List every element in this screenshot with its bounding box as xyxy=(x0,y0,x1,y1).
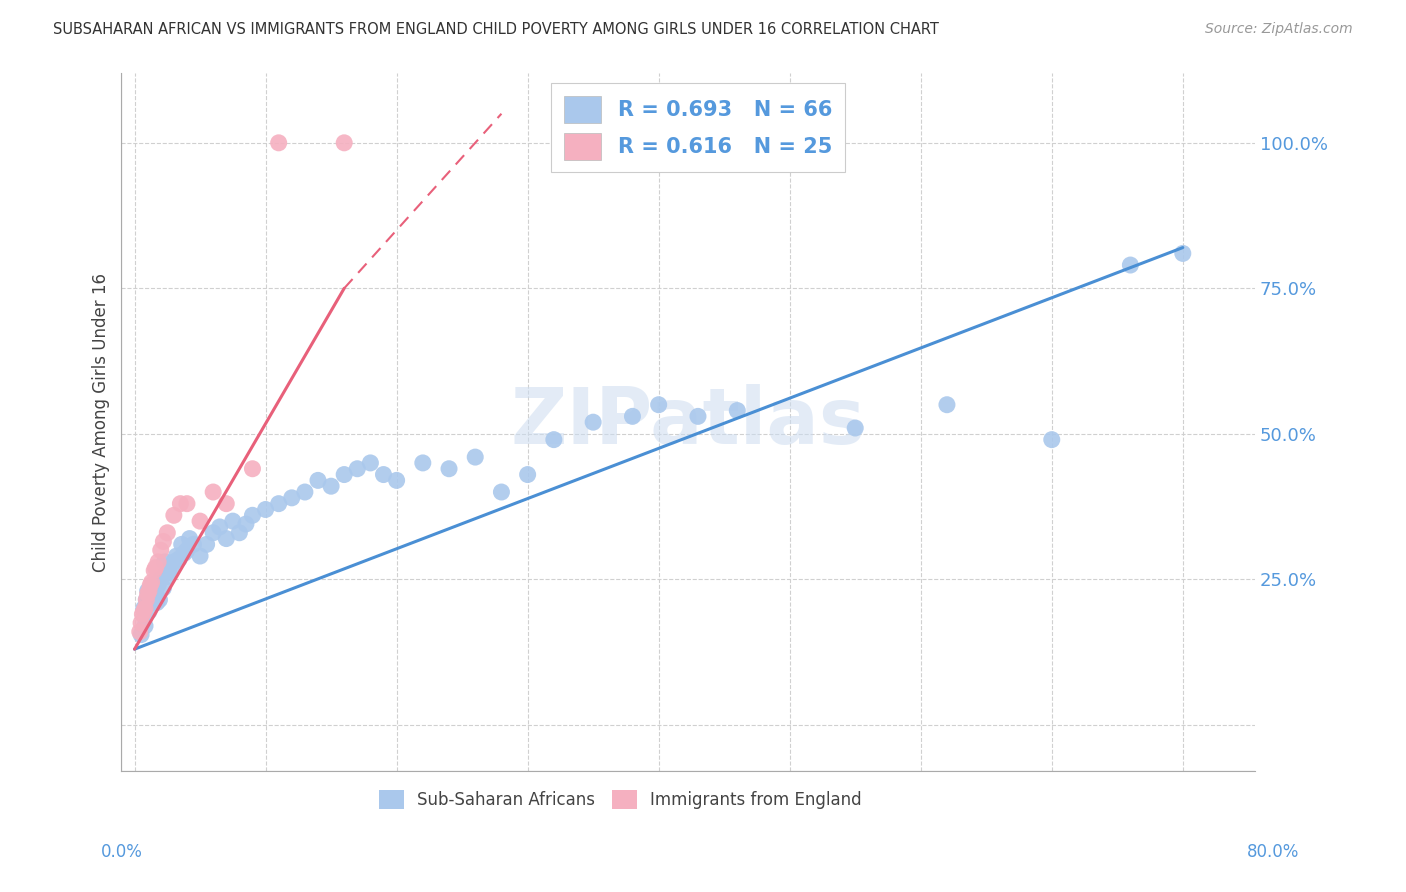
Point xyxy=(156,569,179,583)
Point xyxy=(146,596,169,610)
Point xyxy=(136,587,159,601)
Point xyxy=(359,456,381,470)
Point xyxy=(319,479,342,493)
Point xyxy=(152,581,174,595)
Point xyxy=(208,520,231,534)
Text: SUBSAHARAN AFRICAN VS IMMIGRANTS FROM ENGLAND CHILD POVERTY AMONG GIRLS UNDER 16: SUBSAHARAN AFRICAN VS IMMIGRANTS FROM EN… xyxy=(53,22,939,37)
Point xyxy=(134,601,156,615)
Point xyxy=(844,421,866,435)
Point xyxy=(153,555,176,569)
Point xyxy=(169,497,191,511)
Point xyxy=(134,619,156,633)
Point xyxy=(464,450,486,464)
Point xyxy=(188,549,211,563)
Point xyxy=(160,560,183,574)
Point xyxy=(139,587,162,601)
Point xyxy=(621,409,644,424)
Point xyxy=(142,578,165,592)
Point xyxy=(156,525,179,540)
Point xyxy=(686,409,709,424)
Point xyxy=(135,592,157,607)
Point xyxy=(1119,258,1142,272)
Point xyxy=(173,546,195,560)
Point xyxy=(281,491,304,505)
Point xyxy=(145,584,167,599)
Point xyxy=(128,624,150,639)
Point xyxy=(170,537,193,551)
Point xyxy=(138,604,160,618)
Text: Source: ZipAtlas.com: Source: ZipAtlas.com xyxy=(1205,22,1353,37)
Point xyxy=(242,461,264,475)
Point xyxy=(136,584,159,599)
Point xyxy=(543,433,565,447)
Point xyxy=(412,456,434,470)
Point xyxy=(647,398,669,412)
Point xyxy=(143,564,166,578)
Point xyxy=(254,502,277,516)
Point xyxy=(725,403,748,417)
Point xyxy=(333,136,356,150)
Point xyxy=(167,552,190,566)
Point xyxy=(235,516,257,531)
Point xyxy=(267,136,290,150)
Point xyxy=(163,555,186,569)
Point xyxy=(131,607,153,622)
Point xyxy=(333,467,356,482)
Point xyxy=(146,578,169,592)
Point xyxy=(222,514,245,528)
Point xyxy=(141,596,163,610)
Point xyxy=(141,575,163,590)
Point xyxy=(176,543,198,558)
Legend: Sub-Saharan Africans, Immigrants from England: Sub-Saharan Africans, Immigrants from En… xyxy=(373,783,869,815)
Point xyxy=(437,461,460,475)
Point xyxy=(215,532,238,546)
Point xyxy=(373,467,395,482)
Point xyxy=(385,474,408,488)
Point xyxy=(1171,246,1194,260)
Text: 80.0%: 80.0% xyxy=(1247,843,1299,861)
Point xyxy=(176,497,198,511)
Point xyxy=(139,578,162,592)
Point xyxy=(202,525,225,540)
Y-axis label: Child Poverty Among Girls Under 16: Child Poverty Among Girls Under 16 xyxy=(93,273,110,572)
Point xyxy=(143,590,166,604)
Point xyxy=(183,537,205,551)
Point xyxy=(582,415,605,429)
Text: 0.0%: 0.0% xyxy=(101,843,143,861)
Point xyxy=(346,461,368,475)
Point xyxy=(157,564,180,578)
Point xyxy=(179,532,201,546)
Point xyxy=(135,592,157,607)
Point xyxy=(202,485,225,500)
Point xyxy=(215,497,238,511)
Point xyxy=(129,615,152,630)
Point xyxy=(149,572,172,586)
Point xyxy=(228,525,250,540)
Point xyxy=(152,534,174,549)
Point xyxy=(936,398,959,412)
Point xyxy=(195,537,218,551)
Point xyxy=(1040,433,1063,447)
Point xyxy=(242,508,264,523)
Point xyxy=(163,508,186,523)
Point xyxy=(166,549,188,563)
Point xyxy=(136,596,159,610)
Point xyxy=(307,474,329,488)
Point xyxy=(146,555,169,569)
Point xyxy=(155,566,177,581)
Point xyxy=(294,485,316,500)
Point xyxy=(149,543,172,558)
Point xyxy=(188,514,211,528)
Point xyxy=(516,467,538,482)
Point xyxy=(129,627,152,641)
Point xyxy=(148,592,170,607)
Point xyxy=(145,560,167,574)
Text: ZIPatlas: ZIPatlas xyxy=(510,384,866,460)
Point xyxy=(491,485,513,500)
Point xyxy=(132,601,155,615)
Point xyxy=(138,584,160,599)
Point xyxy=(267,497,290,511)
Point xyxy=(132,604,155,618)
